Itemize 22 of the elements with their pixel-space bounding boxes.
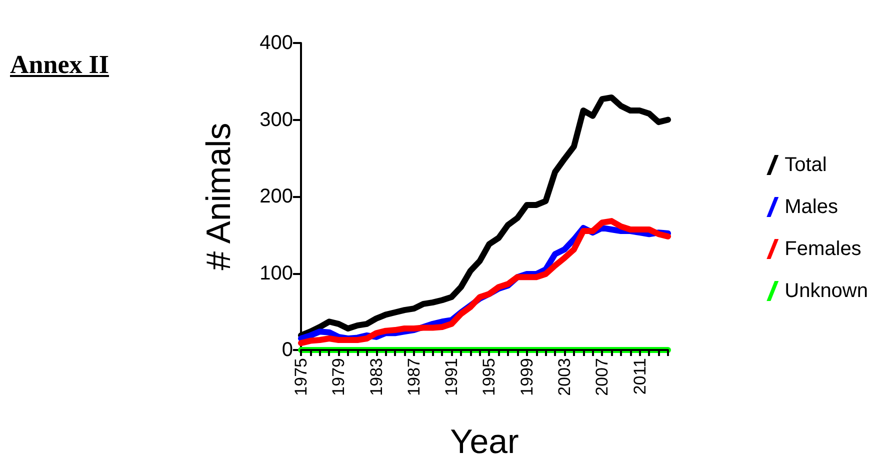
- x-tick-label: 2003: [554, 358, 574, 396]
- y-axis-title: # Animals: [200, 122, 238, 270]
- legend-label: Females: [784, 238, 862, 260]
- x-tick-label: 2011: [630, 358, 650, 395]
- x-tick-label: 1987: [404, 358, 424, 396]
- x-tick-label: 1995: [480, 358, 499, 396]
- y-tick-label: 200: [260, 186, 293, 208]
- legend-label: Unknown: [784, 280, 868, 302]
- text: Annex II: [10, 50, 109, 80]
- x-tick-label: 1975: [292, 358, 310, 396]
- x-axis-title: Year: [450, 423, 519, 461]
- x-tick-label: 1999: [517, 358, 536, 396]
- x-tick-label: 2007: [592, 358, 612, 396]
- y-tick-label: 300: [260, 108, 293, 131]
- y-tick-label: 400: [260, 32, 293, 54]
- y-tick-label: 100: [260, 262, 293, 284]
- x-tick-label: 1991: [442, 358, 462, 396]
- y-tick-label: 0: [282, 339, 293, 361]
- x-tick-label: 1983: [366, 358, 386, 396]
- x-tick-label: 1979: [329, 358, 348, 396]
- legend-label: Total: [784, 154, 827, 176]
- legend-label: Males: [784, 196, 838, 218]
